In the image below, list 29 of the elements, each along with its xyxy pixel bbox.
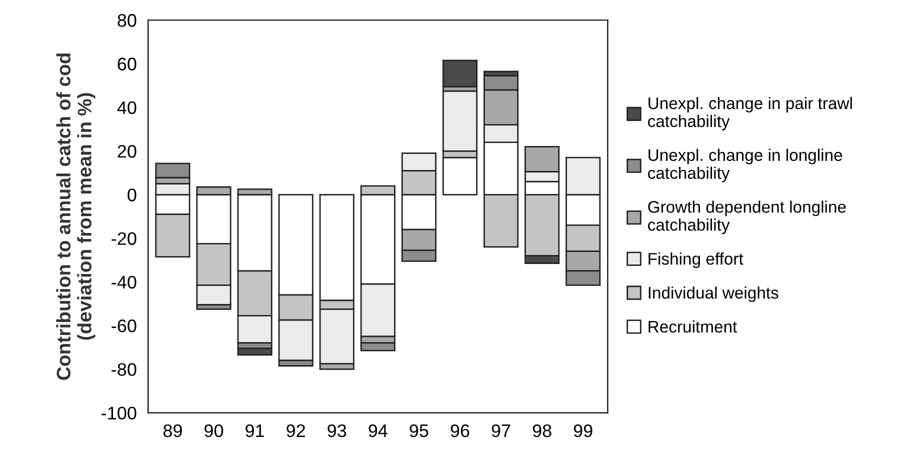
y-tick-label: -100	[102, 406, 136, 420]
x-tick-label: 92	[286, 424, 305, 438]
legend-label: Recruitment	[648, 320, 738, 333]
y-tick-label: -40	[112, 276, 136, 289]
y-tick-label: -80	[112, 363, 136, 376]
x-tick-label: 96	[450, 424, 470, 438]
legend-label: Unexpl. change in longline catchability	[648, 148, 842, 182]
y-axis-title: Contribution to annual catch of cod (deviation from mean in %)	[56, 54, 96, 380]
y-tick-label: 20	[118, 144, 136, 158]
y-tick-label: -20	[112, 232, 136, 245]
y-tick-label: 40	[117, 101, 136, 114]
y-tick-label: 80	[118, 14, 136, 27]
x-tick-label: 89	[163, 424, 182, 438]
x-tick-label: 97	[492, 424, 510, 438]
legend-label: Fishing effort	[648, 252, 744, 268]
x-tick-label: 93	[328, 424, 346, 438]
x-tick-label: 98	[532, 424, 552, 438]
x-tick-label: 95	[410, 424, 428, 438]
legend-label: Unexpl. change in pair trawl catchability	[648, 96, 852, 130]
y-tick-label: 0	[128, 188, 136, 202]
y-tick-label: 60	[118, 58, 136, 70]
x-tick-label: 90	[204, 424, 224, 438]
bar	[442, 60, 478, 88]
x-tick-label: 91	[246, 424, 264, 438]
x-tick-label: 94	[368, 424, 388, 438]
x-tick-label: 99	[574, 424, 592, 438]
y-tick-label: -60	[112, 319, 136, 332]
legend-label: Growth dependent longline catchability	[648, 200, 846, 234]
legend-label: Individual weights	[648, 286, 778, 302]
